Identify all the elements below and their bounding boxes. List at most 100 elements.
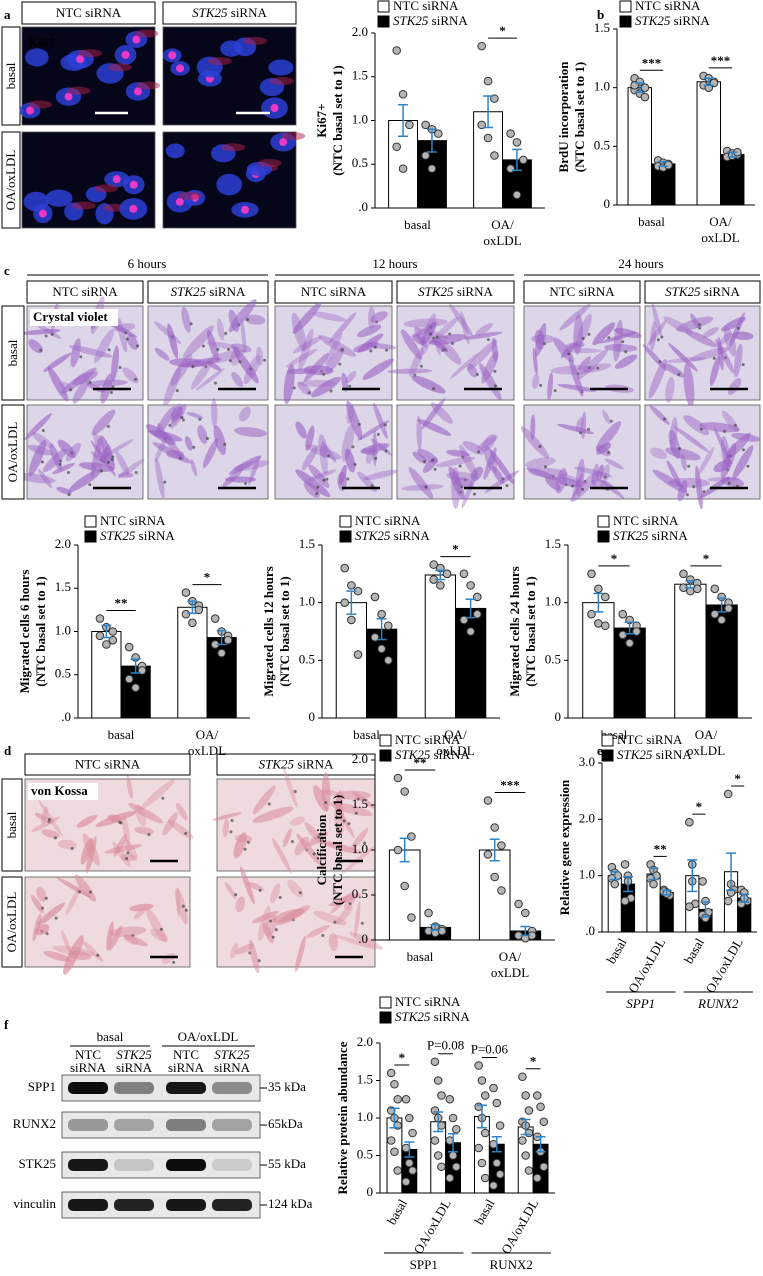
label-box (1, 26, 21, 126)
pore (234, 893, 238, 897)
pore (307, 391, 311, 395)
cell (577, 348, 609, 380)
cell (387, 368, 433, 374)
y-tick-label: 1.0 (357, 1109, 373, 1124)
blot-band (68, 1199, 108, 1211)
cell (118, 472, 134, 478)
cell (319, 443, 328, 475)
error-bar (624, 621, 635, 635)
pore (687, 464, 691, 468)
cell (176, 802, 188, 821)
data-point (398, 164, 408, 173)
column-header: STK25 siRNA (259, 756, 334, 771)
cell (596, 442, 612, 455)
pore (316, 485, 320, 489)
pore (111, 385, 115, 389)
ki67-spot (38, 209, 47, 218)
cell (573, 314, 584, 355)
cell (459, 444, 478, 480)
data-point (408, 1128, 417, 1138)
legend-label: NTC siRNA (613, 513, 679, 528)
data-point (452, 1162, 461, 1172)
y-tick-label: 1.5 (352, 796, 368, 811)
protein-label: vinculin (13, 1196, 56, 1211)
blot-band (68, 1119, 108, 1131)
data-point (497, 886, 506, 895)
nucleus (165, 143, 185, 159)
blot-strip (61, 1111, 261, 1139)
pore (373, 345, 377, 349)
cell (733, 343, 743, 378)
significance-label: * (452, 542, 459, 557)
y-tick-label: 0.5 (352, 886, 368, 901)
cell (24, 413, 52, 440)
cell (428, 334, 467, 346)
cell (698, 446, 715, 475)
y-tick-label: 1.5 (545, 536, 561, 551)
x-tick-label: oxLDL (188, 743, 226, 758)
time-header: 12 hours (372, 256, 417, 271)
cell (651, 303, 663, 338)
group-label: SPP1 (626, 996, 655, 1011)
error-bar (622, 876, 633, 893)
cell (341, 423, 355, 462)
cell (526, 467, 558, 480)
data-point (466, 627, 475, 636)
pore (45, 932, 49, 936)
pore (346, 477, 350, 481)
cell (491, 466, 505, 484)
bar (424, 574, 456, 719)
data-point (620, 860, 630, 869)
legend-label: NTC siRNA (635, 0, 701, 13)
cell (449, 303, 474, 337)
y-axis-label: Migrated cells 24 hours (507, 566, 522, 696)
cell (248, 455, 261, 486)
data-point (512, 138, 522, 147)
label-box (162, 1, 297, 25)
cell (648, 358, 667, 399)
data-point (477, 1076, 487, 1085)
cell (650, 320, 657, 351)
cell (161, 952, 176, 964)
stain-label: Ki67 (28, 35, 55, 50)
cell (306, 925, 330, 938)
cell (652, 469, 688, 493)
data-point (188, 618, 197, 628)
cell (230, 343, 252, 353)
blot-band (212, 1082, 252, 1094)
cell (559, 303, 591, 331)
data-point (490, 823, 500, 832)
pore (238, 360, 242, 364)
pore (136, 344, 140, 348)
pore (50, 332, 54, 336)
legend-swatch (601, 749, 614, 762)
data-point (490, 872, 500, 882)
error-bar (511, 148, 522, 172)
data-point (427, 164, 437, 173)
cell (574, 466, 613, 478)
ki67-spot (168, 51, 177, 60)
pore (134, 377, 138, 381)
pore (223, 442, 227, 446)
cell (27, 444, 53, 456)
cell (298, 328, 314, 372)
blot-band (212, 1159, 252, 1171)
error-bar (658, 160, 669, 168)
y-axis-label: (NTC basal set to 1) (330, 65, 345, 176)
data-point (405, 1113, 414, 1123)
data-point (437, 926, 447, 936)
pore (677, 372, 681, 376)
cell (202, 438, 219, 468)
cell (126, 333, 139, 350)
data-point (521, 908, 530, 918)
cell (408, 467, 434, 499)
legend-swatch (379, 996, 392, 1009)
error-bar (520, 1118, 531, 1136)
cell (531, 334, 555, 344)
data-point (181, 588, 191, 597)
blot-band (166, 1082, 206, 1094)
cell (282, 828, 292, 848)
data-point (620, 896, 630, 906)
legend-label: NTC siRNA (393, 0, 459, 13)
pore (587, 366, 591, 370)
